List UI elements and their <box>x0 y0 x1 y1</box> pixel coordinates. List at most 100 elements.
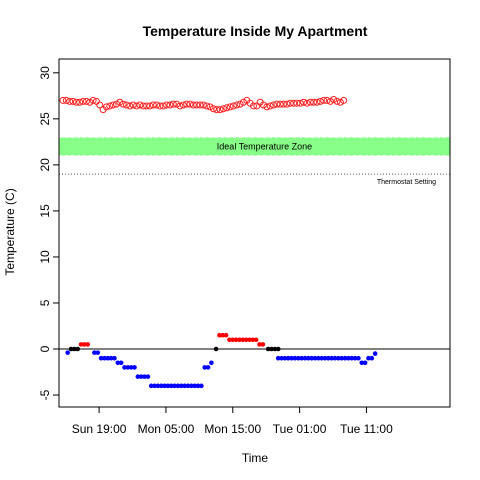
y-tick-label: 10 <box>38 250 52 264</box>
outside-temp-point-below <box>359 360 365 366</box>
outside-temp-point-below <box>329 355 334 361</box>
inside-temp-point <box>233 101 241 109</box>
inside-temp-point <box>89 96 97 104</box>
inside-temp-point <box>62 96 70 104</box>
outside-temp-point-below <box>205 365 211 370</box>
outside-temp-point-above <box>253 337 259 343</box>
outside-temp-point-below <box>158 383 164 389</box>
outside-temp-point-below <box>366 355 371 361</box>
outside-temp-point-above <box>230 337 236 343</box>
outside-temp-point-below <box>122 365 127 370</box>
outside-temp-point-above <box>78 342 84 347</box>
inside-temp-point <box>66 97 74 105</box>
inside-temp-point <box>266 102 274 110</box>
outside-temp-point-below <box>279 355 284 361</box>
inside-temp-point <box>163 101 171 109</box>
plot-frame <box>58 58 451 408</box>
outside-temp-point-below <box>175 383 181 389</box>
outside-temp-point-below <box>306 355 311 361</box>
inside-temp-point <box>270 101 278 109</box>
outside-temp-point-above <box>82 342 87 347</box>
outside-temp-point-below <box>349 355 355 361</box>
inside-temp-point <box>96 101 104 109</box>
inside-temp-point <box>199 101 207 109</box>
outside-temp-point-below <box>195 383 201 389</box>
inside-temp-point <box>129 101 137 109</box>
outside-temp-point-above <box>260 342 266 347</box>
y-tick-label: 25 <box>38 112 52 126</box>
outside-temp-point-below <box>155 383 161 389</box>
inside-temp-point <box>153 101 161 109</box>
inside-temp-point <box>133 102 141 110</box>
inside-temp-point <box>293 99 301 107</box>
y-axis-label: Temperature (C) <box>3 188 17 275</box>
inside-temp-point <box>143 102 151 110</box>
inside-temp-point <box>183 100 191 108</box>
inside-temp-point <box>330 96 338 104</box>
outside-temp-point-below <box>125 365 131 370</box>
outside-temp-point-below <box>336 355 341 361</box>
outside-temp-point-below <box>148 383 154 389</box>
inside-temp-point <box>249 102 257 110</box>
outside-temp-point-above <box>237 337 242 343</box>
outside-temp-point-zero <box>272 346 278 352</box>
outside-temp-point-below <box>115 360 121 366</box>
outside-temp-point-above <box>243 337 249 343</box>
inside-temp-point <box>149 101 157 109</box>
outside-temp-point-below <box>302 355 308 361</box>
outside-temp-point-below <box>168 383 174 389</box>
inside-temp-point <box>156 102 164 110</box>
inside-temp-point <box>213 106 221 114</box>
inside-temp-point <box>139 102 147 110</box>
inside-temp-point <box>236 100 244 108</box>
inside-temp-point <box>333 97 341 105</box>
outside-temp-point-below <box>192 383 197 389</box>
outside-temp-point-below <box>202 365 208 370</box>
outside-temp-point-below <box>112 355 117 361</box>
outside-temp-point-below <box>372 351 378 356</box>
inside-temp-point <box>323 96 331 104</box>
outside-temp-point-above <box>240 337 246 343</box>
outside-temp-point-below <box>65 350 70 355</box>
inside-temp-point <box>166 101 174 109</box>
outside-temp-point-zero <box>72 346 77 352</box>
ideal-zone-label: Ideal Temperature Zone <box>217 141 312 151</box>
outside-temp-point-below <box>346 355 351 361</box>
y-tick-label: 5 <box>38 299 52 306</box>
inside-temp-point <box>280 100 288 108</box>
outside-temp-point-below <box>165 383 171 389</box>
outside-temp-point-below <box>295 355 301 361</box>
inside-temp-point <box>320 96 328 104</box>
outside-temp-point-below <box>362 360 368 366</box>
inside-temp-point <box>189 101 197 109</box>
y-tick-label: -5 <box>38 389 52 400</box>
inside-temp-point <box>239 98 247 106</box>
x-tick-label: Mon 15:00 <box>204 422 261 436</box>
x-tick-label: Tue 11:00 <box>340 422 393 436</box>
inside-temp-point <box>336 98 344 106</box>
outside-temp-point-below <box>285 355 291 361</box>
outside-temp-point-above <box>233 337 239 343</box>
outside-temp-point-below <box>209 360 214 366</box>
x-tick-label: Tue 01:00 <box>273 422 327 436</box>
outside-temp-point-zero <box>275 346 281 352</box>
inside-temp-point <box>76 98 84 106</box>
outside-temp-point-below <box>352 355 358 361</box>
outside-temp-point-below <box>118 360 124 366</box>
outside-temp-point-below <box>299 355 304 361</box>
outside-temp-point-below <box>179 383 184 389</box>
inside-temp-point <box>86 98 94 106</box>
outside-temp-point-above <box>247 337 252 343</box>
inside-temp-point <box>286 99 294 107</box>
outside-temp-point-above <box>85 342 91 347</box>
outside-temp-point-above <box>257 342 262 347</box>
inside-temp-point <box>123 101 131 109</box>
outside-temp-point-below <box>319 355 324 361</box>
outside-temp-point-below <box>108 355 114 361</box>
outside-temp-point-below <box>292 355 298 361</box>
inside-temp-point <box>203 102 211 110</box>
inside-temp-point <box>79 97 87 105</box>
inside-temp-point <box>82 97 90 105</box>
outside-temp-point-below <box>339 355 345 361</box>
inside-temp-point <box>216 106 224 114</box>
